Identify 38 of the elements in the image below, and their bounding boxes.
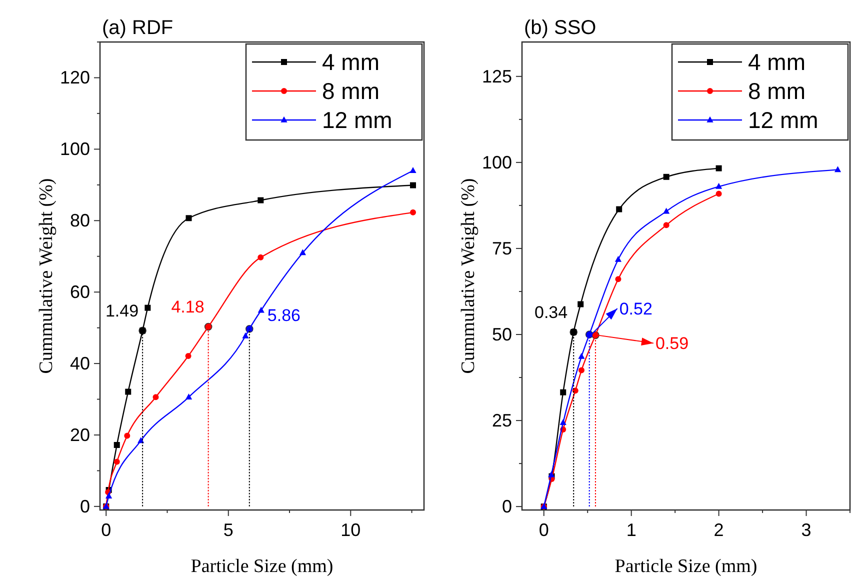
x-tick-label: 0 (538, 520, 549, 540)
annotation: 1.49 (105, 302, 139, 321)
y-tick-label: 25 (492, 410, 512, 431)
annotation: 0.59 (655, 334, 689, 354)
annotation: 0.52 (619, 300, 652, 318)
legend-label: 12 mm (748, 107, 818, 133)
y-tick-label: 60 (70, 282, 90, 302)
y-axis-title: Cummulative Weight (%) (458, 178, 479, 374)
y-tick-label: 80 (70, 210, 90, 231)
chart-title: (b) SSO (524, 17, 596, 39)
y-tick-label: 100 (60, 139, 90, 160)
chart-title: (a) RDF (102, 17, 174, 39)
y-tick-label: 100 (482, 152, 512, 172)
x-tick-label: 1 (626, 520, 636, 540)
y-tick-label: 125 (482, 66, 512, 86)
y-tick-label: 120 (60, 68, 90, 88)
legend-label: 4 mm (748, 49, 806, 75)
y-tick-label: 20 (70, 424, 90, 445)
x-tick-label: 10 (340, 520, 361, 540)
x-tick-label: 2 (714, 520, 724, 540)
y-tick-label: 0 (80, 496, 90, 516)
legend-label: 12 mm (322, 107, 392, 133)
x-tick-label: 0 (101, 520, 112, 540)
x-tick-label: 3 (801, 520, 812, 540)
y-axis-title: Cummulative Weight (%) (36, 178, 57, 374)
legend-label: 4 mm (322, 49, 380, 75)
x-axis-title: Particle Size (mm) (614, 556, 758, 577)
x-axis-title: Particle Size (mm) (190, 556, 334, 577)
y-tick-label: 50 (492, 324, 512, 344)
annotation: 4.18 (171, 298, 204, 317)
legend-label: 8 mm (748, 78, 806, 104)
legend-label: 8 mm (322, 78, 380, 104)
annotation: 0.34 (534, 303, 568, 322)
y-tick-label: 75 (492, 238, 512, 258)
annotation: 5.86 (267, 306, 300, 325)
y-tick-label: 40 (70, 354, 90, 374)
y-tick-label: 0 (502, 496, 512, 517)
x-tick-label: 5 (223, 520, 234, 540)
